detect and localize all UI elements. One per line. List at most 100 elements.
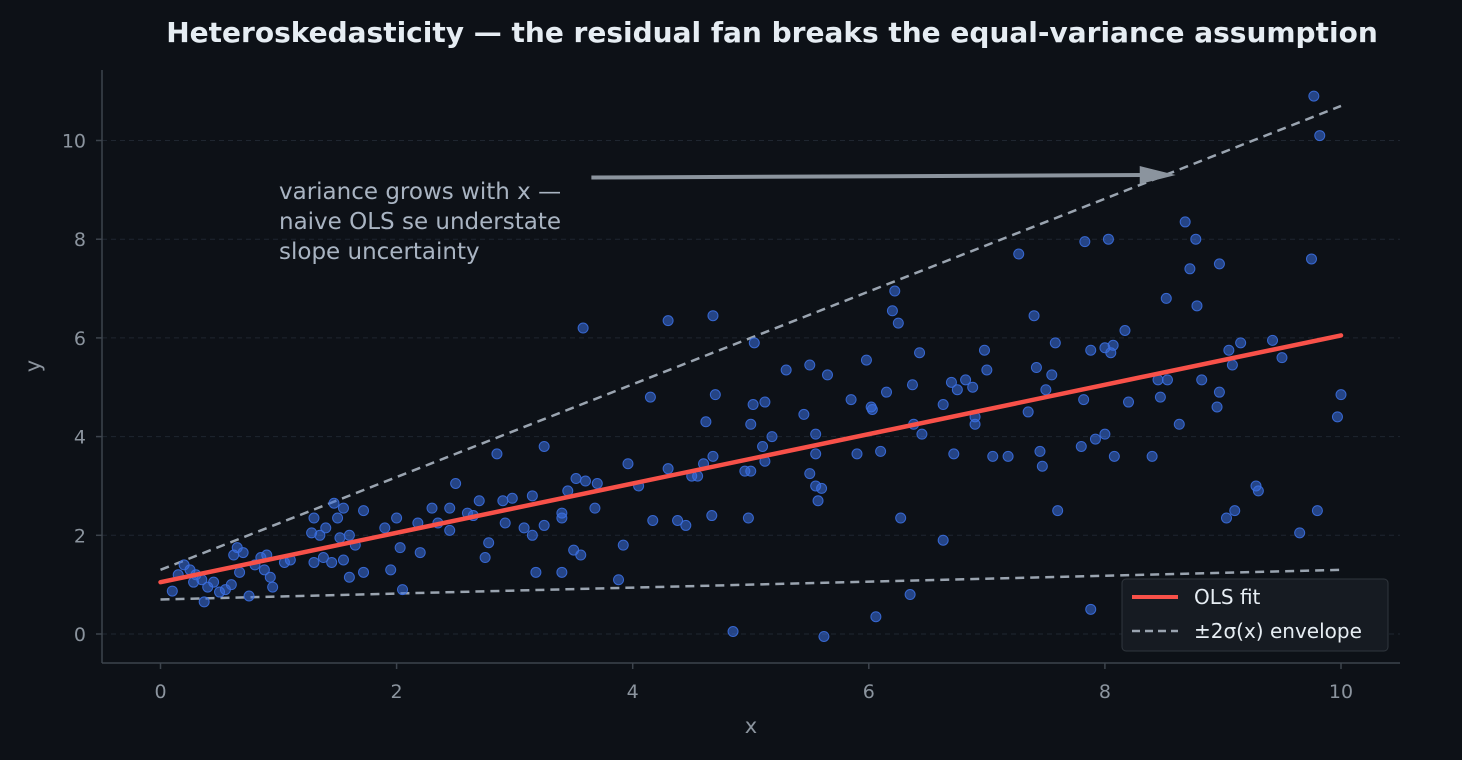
scatter-point xyxy=(450,477,462,489)
scatter-point xyxy=(237,547,249,559)
scatter-point xyxy=(818,630,830,642)
scatter-point xyxy=(951,384,963,396)
y-tick-label: 0 xyxy=(74,624,86,646)
scatter-point xyxy=(707,450,719,462)
ols-line-group xyxy=(158,333,1344,585)
scatter-point xyxy=(662,463,674,475)
legend-box xyxy=(1121,578,1389,652)
scatter-point xyxy=(892,317,904,329)
scatter-point xyxy=(334,532,346,544)
scatter-point xyxy=(1308,90,1320,102)
scatter-point xyxy=(960,374,972,386)
scatter-point xyxy=(644,391,656,403)
scatter-point xyxy=(866,403,878,415)
scatter-point xyxy=(810,448,822,460)
scatter-point xyxy=(208,576,220,588)
scatter-point xyxy=(1107,339,1119,351)
x-tick-label: 4 xyxy=(627,681,639,703)
scatter-point xyxy=(1211,401,1223,413)
scatter-point xyxy=(556,512,568,524)
annotation-line-3: slope uncertainty xyxy=(279,239,480,265)
scatter-point xyxy=(589,502,601,514)
scatter-point xyxy=(538,519,550,531)
scatter-point xyxy=(198,596,210,608)
legend: OLS fit ±2σ(x) envelope xyxy=(1121,578,1389,652)
scatter-point xyxy=(904,589,916,601)
scatter-point xyxy=(1013,248,1025,260)
scatter-point xyxy=(1075,440,1087,452)
annotation-arrow-shaft xyxy=(591,173,1148,180)
annotation-arrow-head xyxy=(1139,166,1176,185)
scatter-point xyxy=(343,529,355,541)
scatter-point xyxy=(1099,428,1111,440)
scatter-point xyxy=(1089,433,1101,445)
scatter-point xyxy=(1252,485,1264,497)
envelope-lines xyxy=(160,104,1342,601)
scatter-point xyxy=(1085,603,1097,615)
scatter-point xyxy=(518,522,530,534)
scatter-point xyxy=(1311,505,1323,517)
scatter-point xyxy=(1049,337,1061,349)
scatter-point xyxy=(969,418,981,430)
scatter-point xyxy=(426,502,438,514)
scatter-point xyxy=(804,468,816,480)
scatter-point xyxy=(742,512,754,524)
scatter-point xyxy=(1123,396,1135,408)
scatter-point xyxy=(1002,450,1014,462)
scatter-point xyxy=(1030,362,1042,374)
scatter-point xyxy=(479,552,491,564)
scatter-point xyxy=(1040,384,1052,396)
scatter-point xyxy=(967,381,979,393)
scatter-point xyxy=(1314,130,1326,142)
scatter-point xyxy=(326,556,338,568)
scatter-point xyxy=(851,448,863,460)
scatter-point xyxy=(680,519,692,531)
scatter-point xyxy=(1173,418,1185,430)
scatter-point xyxy=(570,473,582,485)
chart-title: Heteroskedasticity — the residual fan br… xyxy=(166,16,1378,49)
scatter-point xyxy=(886,305,898,317)
scatter-point xyxy=(748,337,760,349)
scatter-point xyxy=(1046,369,1058,381)
scatter-point xyxy=(1102,233,1114,245)
scatter-point xyxy=(816,482,828,494)
scatter-point xyxy=(810,428,822,440)
scatter-point xyxy=(1022,406,1034,418)
scatter-point xyxy=(483,537,495,549)
scatter-point xyxy=(317,552,329,564)
scatter-point xyxy=(391,512,403,524)
scatter-point xyxy=(473,495,485,507)
scatter-point xyxy=(821,369,833,381)
scatter-point xyxy=(497,495,509,507)
scatter-point xyxy=(613,574,625,586)
scatter-point xyxy=(320,522,332,534)
scatter-point xyxy=(499,517,511,529)
scatter-point xyxy=(707,310,719,322)
scatter-point xyxy=(948,448,960,460)
scatter-point xyxy=(444,502,456,514)
annotation-line-1: variance grows with x — xyxy=(279,179,561,205)
y-tick-label: 6 xyxy=(74,328,86,350)
scatter-point xyxy=(337,502,349,514)
scatter-point xyxy=(981,364,993,376)
scatter-point xyxy=(385,564,397,576)
scatter-point xyxy=(1213,386,1225,398)
legend-ols-label: OLS fit xyxy=(1194,585,1261,609)
scatter-point xyxy=(870,611,882,623)
scatter-point xyxy=(1335,389,1347,401)
scatter-point xyxy=(1146,450,1158,462)
scatter-point xyxy=(591,477,603,489)
scatter-point xyxy=(575,549,587,561)
scatter-point xyxy=(617,539,629,551)
scatter-point xyxy=(672,514,684,526)
scatter-point xyxy=(662,315,674,327)
envelope-upper-line xyxy=(160,104,1342,572)
scatter-point xyxy=(358,505,370,517)
scatter-points xyxy=(166,90,1347,642)
scatter-point xyxy=(328,497,340,509)
scatter-point xyxy=(766,431,778,443)
scatter-point xyxy=(747,399,759,411)
scatter-point xyxy=(243,590,255,602)
scatter-point xyxy=(1160,292,1172,304)
annotation: variance grows with x — naive OLS se und… xyxy=(279,166,1176,265)
